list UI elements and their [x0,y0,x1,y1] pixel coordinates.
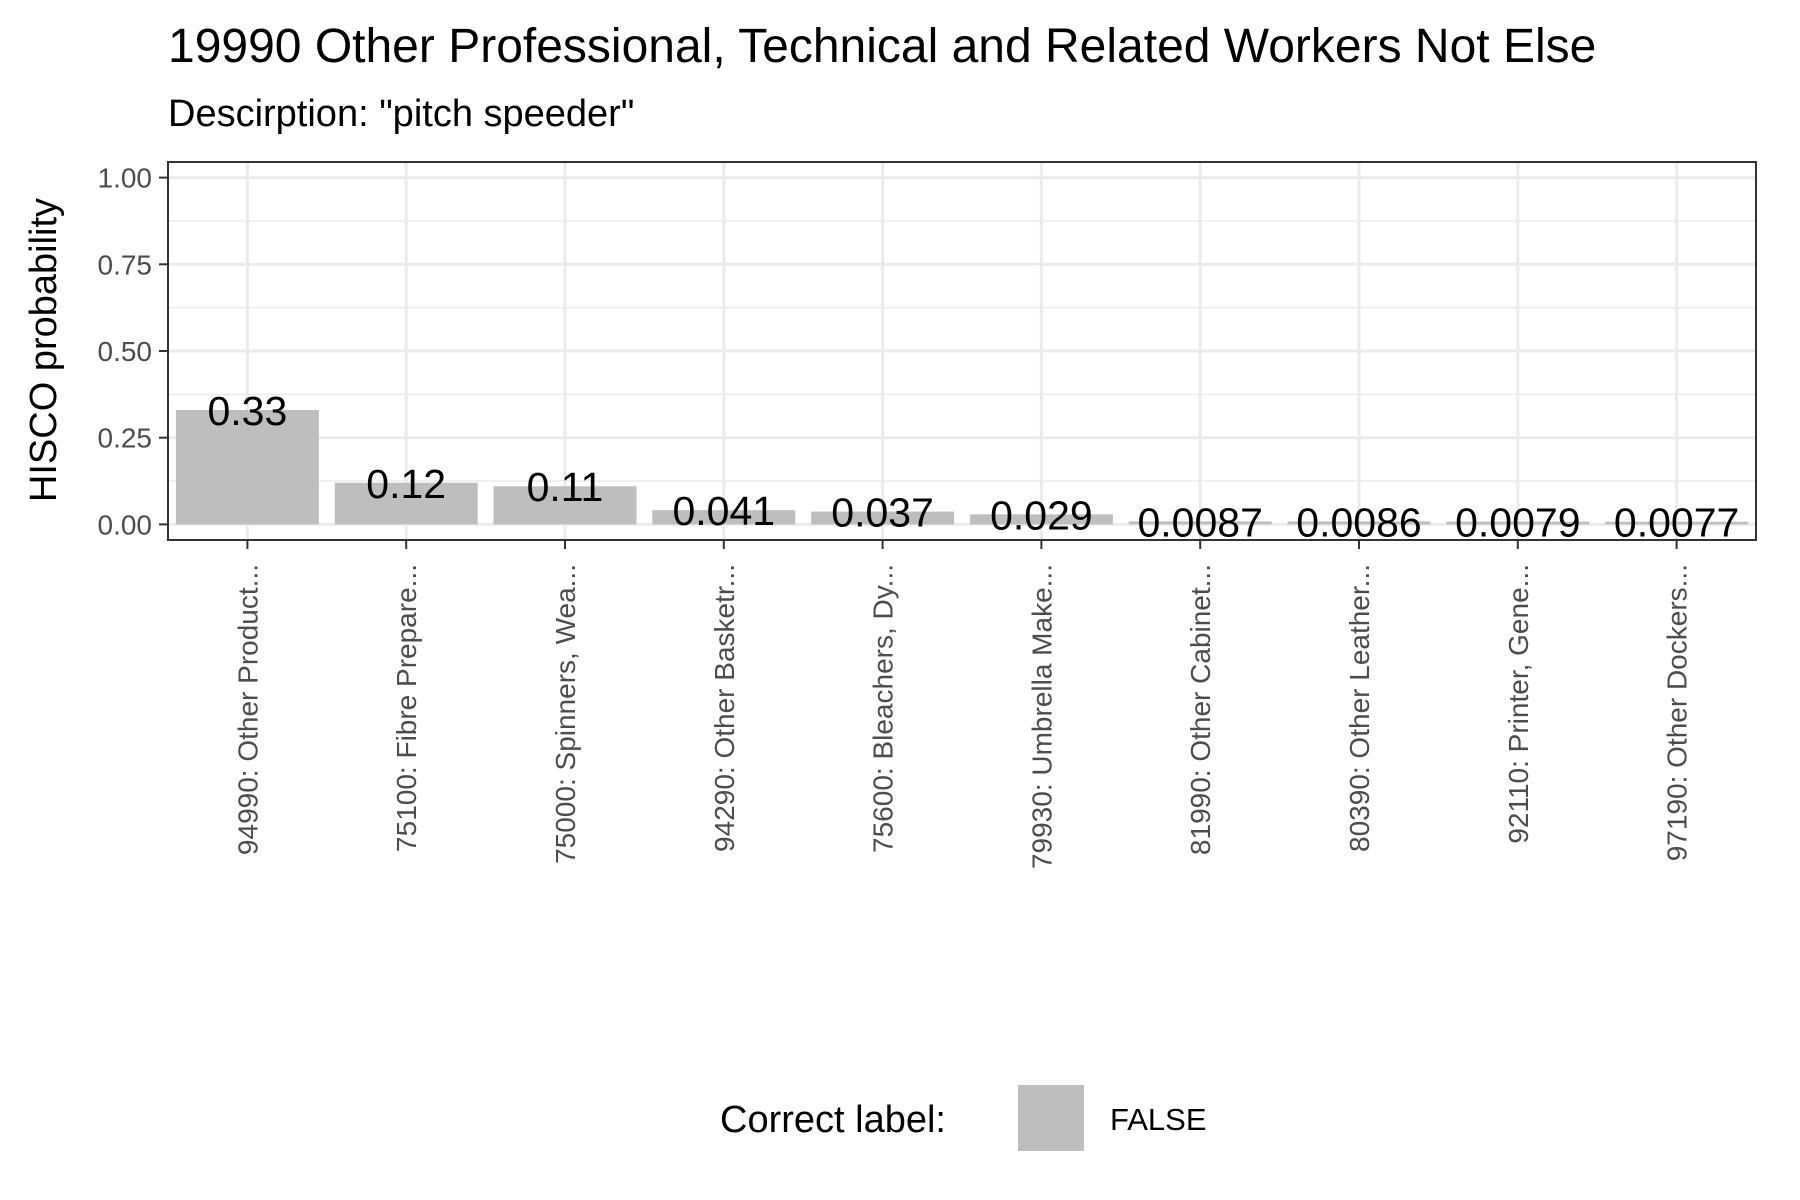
y-tick-label: 0.25 [98,423,153,454]
x-tick-label: 75600: Bleachers, Dy... [868,564,899,853]
bar [969,514,1113,525]
legend-key-false [1018,1085,1084,1151]
x-tick-label: 92110: Printer, Gene... [1503,564,1534,844]
bar [811,511,955,525]
data-label: 0.0077 [1614,500,1739,546]
data-label: 0.0086 [1296,499,1421,545]
data-label: 0.037 [831,490,934,536]
y-tick-label: 0.00 [98,509,153,540]
x-tick-label: 75100: Fibre Prepare... [391,564,422,852]
x-tick-label: 79930: Umbrella Make... [1026,564,1057,869]
x-tick-label: 94990: Other Product... [232,564,263,855]
legend-label-false: FALSE [1110,1102,1207,1137]
legend-title: Correct label: [720,1099,946,1141]
data-label: 0.041 [672,488,775,534]
bar [652,510,796,525]
y-axis-title: HISCO probability [23,198,65,502]
bar [175,409,319,525]
data-label: 0.12 [366,461,446,507]
x-tick-label: 75000: Spinners, Wea... [550,564,581,864]
bar [1446,521,1590,525]
data-label: 0.0087 [1137,499,1262,545]
data-label: 0.33 [207,388,287,434]
bar [1287,521,1431,525]
plot-area: 0.33 0.12 0.11 0.041 0.037 0.029 0.0087 0.0086 0… [98,161,1757,869]
y-tick-label: 0.75 [98,249,153,280]
chart-title: 19990 Other Professional, Technical and … [168,20,1596,73]
bar [493,486,637,525]
x-tick-label: 81990: Other Cabinet... [1185,564,1216,855]
y-tick-label: 0.50 [98,336,153,367]
bar [334,482,478,525]
data-label: 0.029 [990,492,1093,538]
x-tick-label: 80390: Other Leather... [1344,564,1375,852]
legend: Correct label: FALSE [720,1085,1207,1151]
x-tick-label: 97190: Other Dockers... [1662,564,1693,861]
y-tick-label: 1.00 [98,163,153,194]
data-label: 0.11 [527,464,604,510]
chart-subtitle: Descirption: "pitch speeder" [168,93,634,135]
data-label: 0.0079 [1455,500,1580,546]
x-tick-label: 94290: Other Basketr... [709,564,740,852]
bar [1605,521,1749,525]
bar [1128,521,1272,525]
